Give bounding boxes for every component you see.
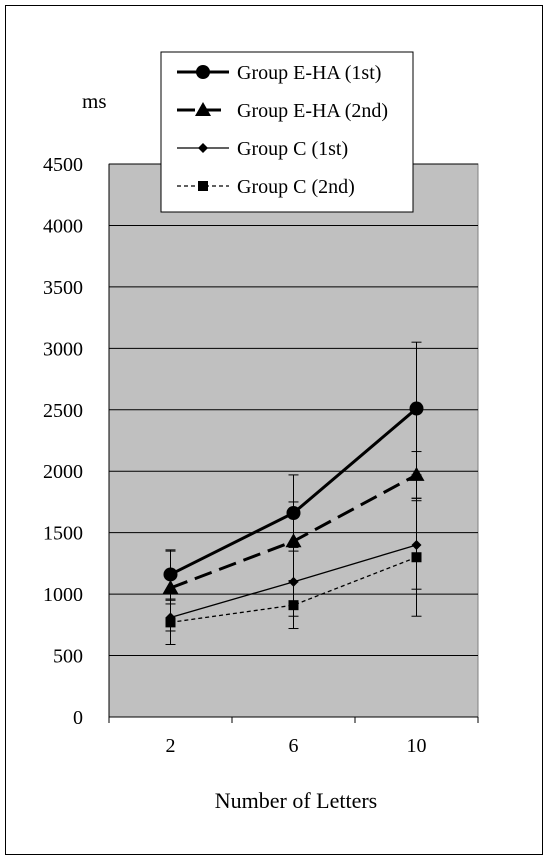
y-tick-label: 500 <box>53 646 83 668</box>
data-point-circle <box>409 401 424 416</box>
series-layer <box>162 341 425 645</box>
y-tick-label: 2500 <box>43 400 83 422</box>
data-point-triangle <box>285 533 302 548</box>
data-point-square <box>165 617 176 628</box>
data-point-triangle <box>195 102 211 116</box>
data-point-square <box>288 600 299 611</box>
data-point-triangle <box>408 466 425 481</box>
axes <box>108 164 479 723</box>
x-tick-label: 10 <box>407 735 427 757</box>
y-tick-label: 1500 <box>43 523 83 545</box>
legend-label: Group E-HA (2nd) <box>237 100 388 122</box>
plot-area <box>108 163 479 718</box>
data-point-triangle <box>162 579 179 594</box>
y-tick-label: 3500 <box>43 277 83 299</box>
legend-label: Group C (2nd) <box>237 176 355 198</box>
legend-label: Group E-HA (1st) <box>237 62 381 84</box>
y-tick-label: 4500 <box>43 154 83 176</box>
data-point-circle <box>196 65 210 79</box>
data-point-square <box>411 552 422 563</box>
data-point-square <box>198 181 208 191</box>
y-tick-label: 1000 <box>43 584 83 606</box>
y-tick-labels: 0 500 1000 1500 2000 2500 3000 3500 4000 4500 <box>43 154 83 729</box>
data-point-diamond <box>198 143 208 153</box>
series <box>162 451 425 626</box>
y-axis-label: ms <box>82 89 107 113</box>
x-tick-label: 6 <box>289 735 299 757</box>
legend: Group E-HA (1st) Group E-HA (2nd) Group C … <box>160 51 414 213</box>
series-line <box>170 556 417 624</box>
x-axis-label: Number of Letters <box>215 788 378 813</box>
y-tick-label: 2000 <box>43 461 83 483</box>
x-tick-labels: 2 6 10 <box>166 735 427 757</box>
y-tick-label: 4000 <box>43 215 83 237</box>
y-tick-label: 3000 <box>43 338 83 360</box>
legend-label: Group C (1st) <box>237 138 348 160</box>
x-tick-label: 2 <box>166 735 176 757</box>
series <box>165 497 422 645</box>
y-tick-label: 0 <box>73 707 83 729</box>
